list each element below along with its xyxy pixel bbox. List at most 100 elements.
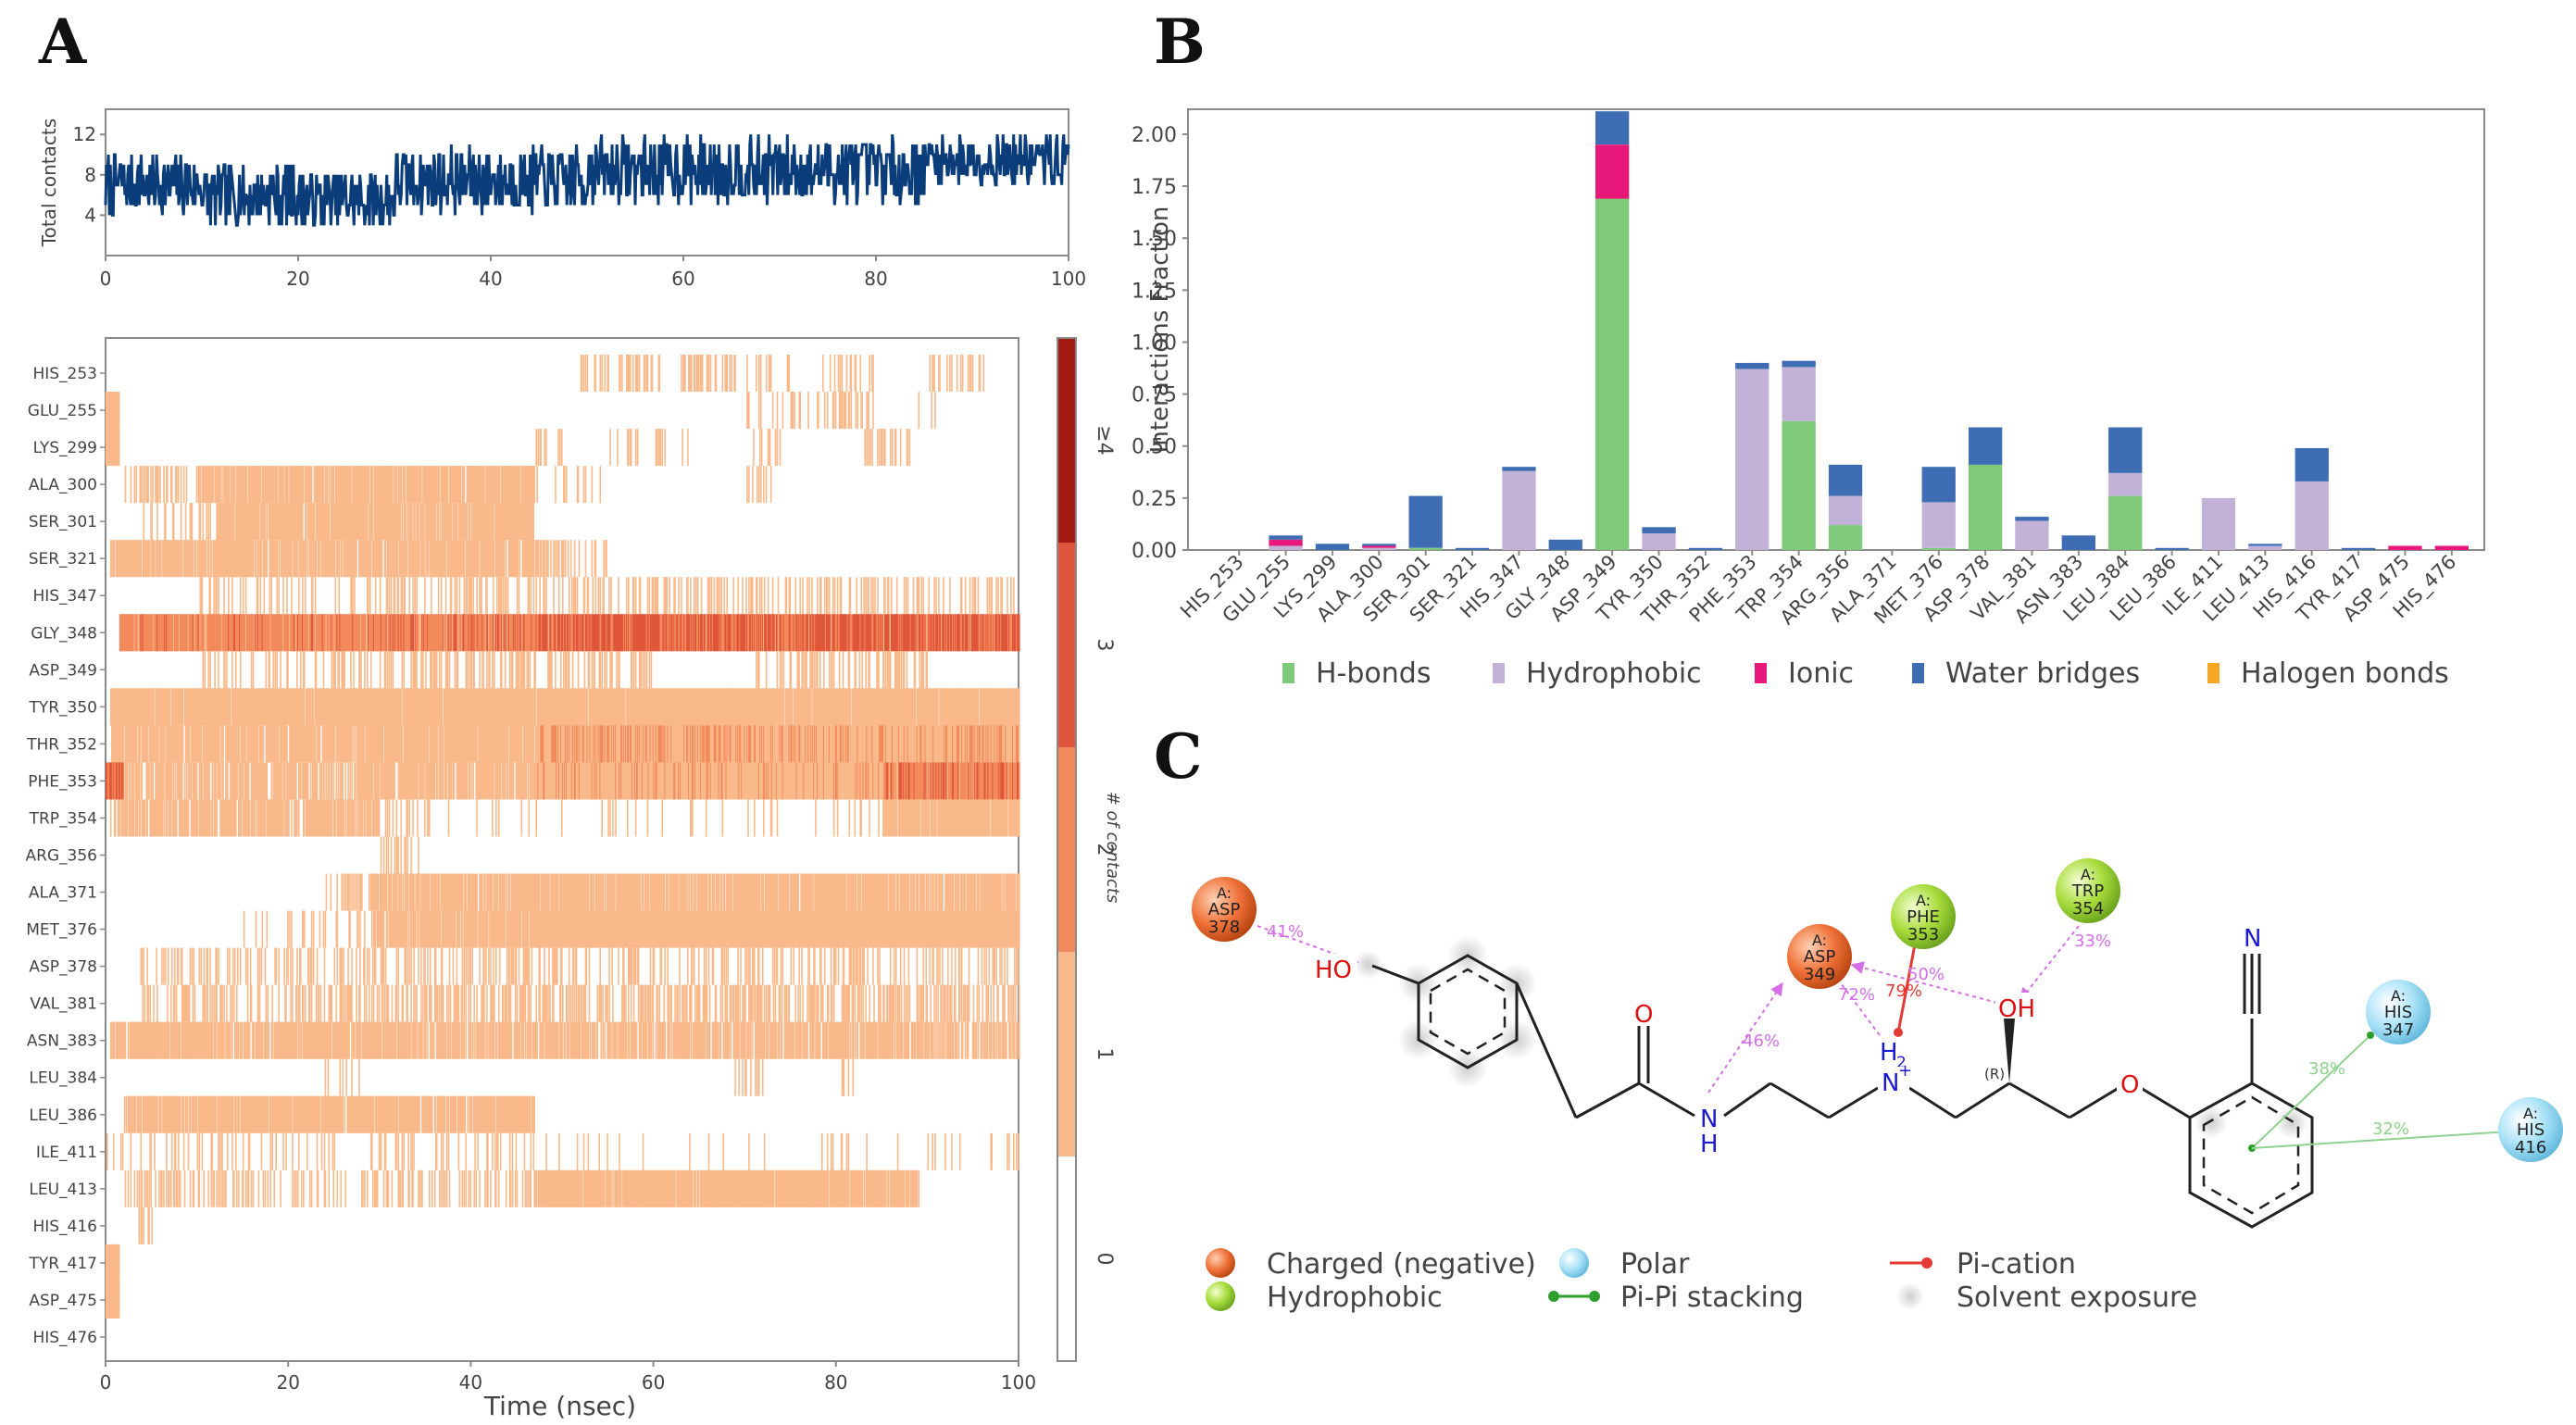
contact-cell xyxy=(661,725,664,763)
contact-cell xyxy=(796,725,798,763)
contact-cell xyxy=(243,466,245,504)
contact-cell xyxy=(199,688,202,726)
contact-cell xyxy=(137,540,140,578)
contact-cell xyxy=(437,503,440,541)
contact-cell xyxy=(712,614,715,652)
contact-cell xyxy=(316,688,319,726)
contact-cell xyxy=(415,614,417,652)
contact-cell xyxy=(368,614,370,652)
contact-cell xyxy=(364,688,366,726)
contact-cell xyxy=(309,466,312,504)
contact-cell xyxy=(794,577,797,615)
contact-cell xyxy=(779,725,782,763)
contact-cell xyxy=(467,688,469,726)
contact-cell xyxy=(256,466,259,504)
contact-cell xyxy=(726,725,729,763)
contact-cell xyxy=(932,614,934,652)
contact-cell xyxy=(498,540,501,578)
contact-cell xyxy=(431,503,432,541)
contact-cell xyxy=(877,725,879,763)
contact-cell xyxy=(796,688,798,726)
contact-cell xyxy=(472,466,474,504)
contact-cell xyxy=(134,614,137,652)
contact-cell xyxy=(459,614,462,652)
contact-cell xyxy=(717,725,719,763)
contact-cell xyxy=(791,614,794,652)
contact-cell xyxy=(752,577,754,615)
contact-cell xyxy=(569,688,572,726)
contact-cell xyxy=(1017,725,1019,763)
contact-cell xyxy=(888,725,890,763)
contact-cell xyxy=(757,392,760,430)
contact-cell xyxy=(654,688,657,726)
contact-cell xyxy=(294,688,295,726)
contact-cell xyxy=(891,725,894,763)
contact-cell xyxy=(459,503,462,541)
contact-cell xyxy=(943,614,944,652)
contact-cell xyxy=(529,614,531,652)
contact-cell xyxy=(122,688,125,726)
contact-cell xyxy=(282,762,284,800)
contact-cell xyxy=(909,614,912,652)
contact-cell xyxy=(873,725,875,763)
contact-cell xyxy=(952,725,954,763)
contact-cell xyxy=(446,614,449,652)
contact-cell xyxy=(841,355,844,393)
contact-cell xyxy=(163,762,165,800)
contact-cell xyxy=(409,540,411,578)
contact-cell xyxy=(848,688,851,726)
contact-cell xyxy=(483,725,485,763)
contact-cell xyxy=(758,614,761,652)
contact-cell xyxy=(618,614,619,652)
contact-cell xyxy=(503,503,506,541)
contact-cell xyxy=(422,725,424,763)
contact-cell xyxy=(205,466,207,504)
contact-cell xyxy=(389,614,392,652)
contact-cell xyxy=(356,688,357,726)
contact-cell xyxy=(603,540,605,578)
contact-cell xyxy=(311,540,314,578)
contact-cell xyxy=(342,466,344,504)
contact-cell xyxy=(306,614,309,652)
contact-cell xyxy=(987,725,990,763)
contact-cell xyxy=(244,466,247,504)
contact-cell xyxy=(689,355,691,393)
contact-cell xyxy=(986,725,989,763)
contact-cell xyxy=(392,725,394,763)
contact-cell xyxy=(798,725,800,763)
contact-cell xyxy=(299,540,301,578)
contact-cell xyxy=(979,688,982,726)
contact-cell xyxy=(611,651,613,689)
contact-cell xyxy=(286,540,288,578)
contact-cell xyxy=(747,614,749,652)
contact-cell xyxy=(229,614,231,652)
contact-cell xyxy=(202,503,205,541)
contact-cell xyxy=(618,651,619,689)
contact-cell xyxy=(599,651,602,689)
contact-cell xyxy=(888,651,891,689)
contact-cell xyxy=(555,540,556,578)
contact-cell xyxy=(299,503,301,541)
contact-cell xyxy=(386,688,389,726)
contact-cell xyxy=(225,614,227,652)
contact-cell xyxy=(259,503,262,541)
contact-cell xyxy=(159,466,161,504)
contact-cell xyxy=(226,651,228,689)
contact-cell xyxy=(791,725,794,763)
contact-cell xyxy=(371,614,374,652)
contact-cell xyxy=(583,614,586,652)
contact-cell xyxy=(491,503,493,541)
contact-cell xyxy=(213,762,215,800)
contact-cell xyxy=(957,688,959,726)
contact-cell xyxy=(337,651,340,689)
contact-cell xyxy=(760,614,763,652)
contact-cell xyxy=(486,651,488,689)
contact-cell xyxy=(483,466,485,504)
contact-cell xyxy=(428,540,430,578)
contact-cell xyxy=(388,503,391,541)
contact-cell xyxy=(936,725,938,763)
contact-cell xyxy=(150,503,152,541)
contact-cell xyxy=(744,614,745,652)
contact-cell xyxy=(236,466,238,504)
contact-cell xyxy=(331,540,333,578)
